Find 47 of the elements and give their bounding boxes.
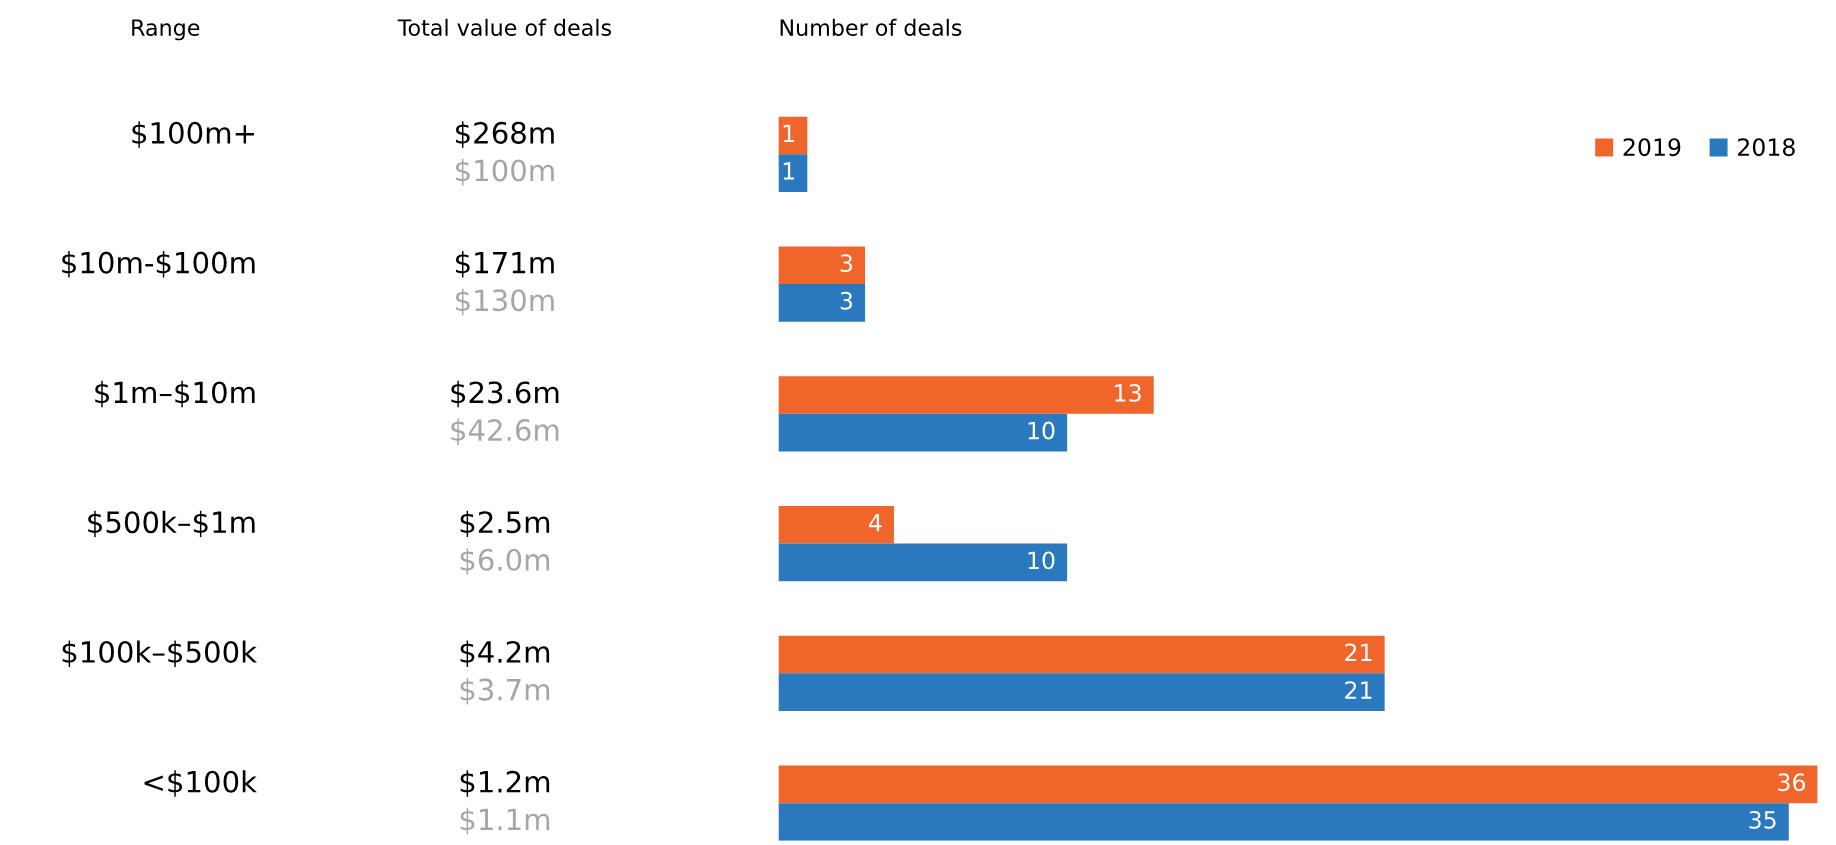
- chart-title: Number of deals: [780, 18, 962, 37]
- text: $3.7m: [460, 678, 550, 705]
- data-label: 13: [1115, 383, 1141, 402]
- data-label: 3: [840, 291, 853, 310]
- text: $100m: [456, 158, 554, 186]
- data-label: 10: [1028, 551, 1055, 570]
- text: $4.2m: [460, 640, 550, 667]
- data-label: 36: [1778, 773, 1806, 792]
- bar: [778, 376, 1154, 414]
- bar: [778, 765, 1818, 804]
- data-label: 35: [1749, 810, 1776, 829]
- data-label: 21: [1345, 681, 1372, 699]
- data-label: 4: [868, 514, 882, 532]
- data-label: 21: [1345, 643, 1372, 662]
- data-label: 1: [783, 162, 795, 180]
- y-axis-title: Range: [132, 19, 200, 41]
- text: $130m: [456, 288, 554, 316]
- text: $42.6m: [451, 418, 559, 445]
- data-label: 10: [1028, 421, 1055, 440]
- text: $23.6m: [451, 380, 559, 408]
- bar: [778, 246, 866, 285]
- text: $6.0m: [460, 548, 550, 575]
- text: $1.2m: [460, 770, 550, 797]
- bar: [778, 803, 1789, 841]
- bar: [778, 543, 1068, 582]
- y-tick-label: $100m+: [132, 121, 254, 148]
- text: $171m: [456, 251, 554, 278]
- text: $2.5m: [460, 510, 550, 538]
- data-label: 3: [840, 254, 853, 273]
- legend-label: 2019: [1623, 138, 1681, 157]
- text: $1.1m: [460, 807, 550, 835]
- bar: [778, 413, 1068, 452]
- text: $268m: [456, 121, 554, 148]
- bar: [778, 673, 1385, 711]
- y-tick-label: $1m–$10m: [95, 380, 255, 408]
- bar: [778, 635, 1385, 674]
- y-tick-label: $10m-$100m: [62, 251, 255, 278]
- y-tick-label: $100k–$500k: [62, 640, 257, 667]
- y-tick-label: <$100k: [144, 770, 257, 797]
- bar: [778, 505, 894, 544]
- text: Total value of deals: [397, 18, 611, 37]
- data-label: 1: [783, 124, 795, 142]
- bar: [778, 284, 866, 322]
- y-tick-label: $500k–$1m: [88, 510, 255, 538]
- bar: [778, 154, 808, 192]
- legend-label: 2018: [1738, 138, 1795, 157]
- bar: [778, 116, 808, 155]
